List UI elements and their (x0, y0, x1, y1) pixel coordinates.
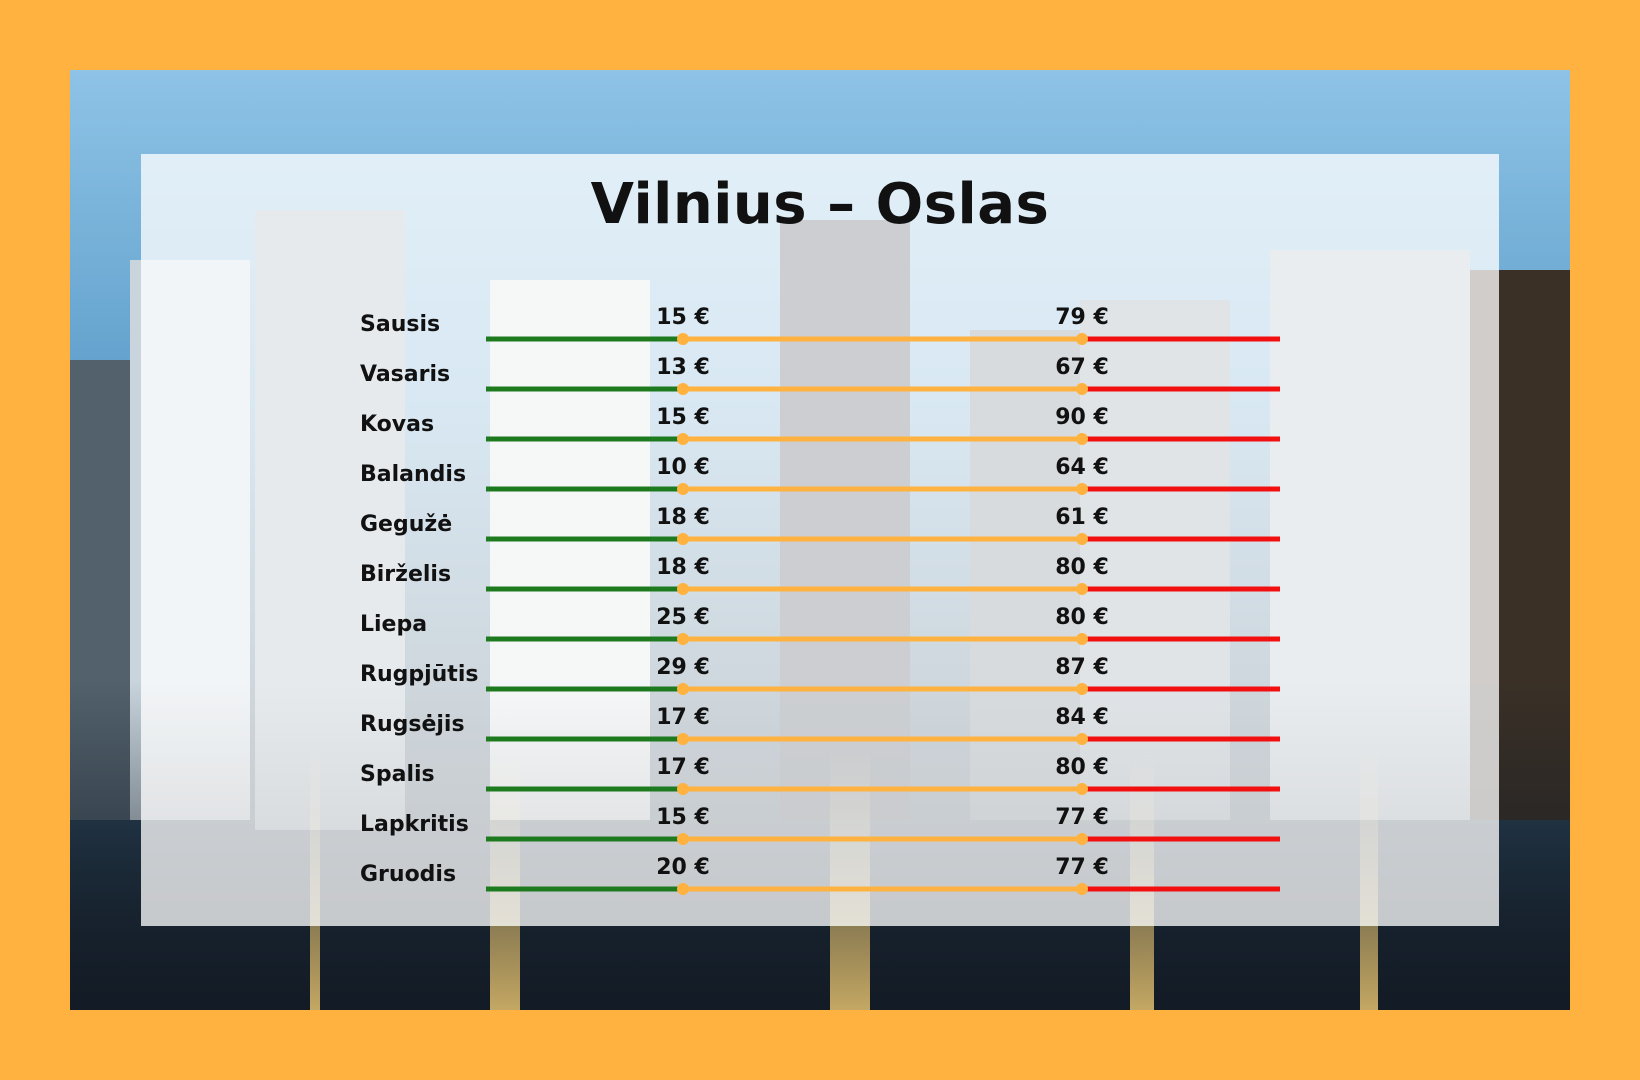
min-price-label: 13 € (656, 355, 710, 380)
min-price-marker (677, 883, 689, 895)
month-label: Vasaris (360, 362, 450, 387)
min-price-label: 15 € (656, 805, 710, 830)
min-price-label: 15 € (656, 405, 710, 430)
max-price-label: 67 € (1055, 355, 1109, 380)
min-price-marker (677, 833, 689, 845)
max-price-label: 77 € (1055, 855, 1109, 880)
max-price-marker (1076, 433, 1088, 445)
month-label: Balandis (360, 462, 466, 487)
month-label: Sausis (360, 312, 440, 337)
max-price-label: 90 € (1055, 405, 1109, 430)
month-label: Gegužė (360, 512, 452, 537)
min-price-marker (677, 433, 689, 445)
max-price-marker (1076, 783, 1088, 795)
min-price-label: 20 € (656, 855, 710, 880)
min-price-marker (677, 533, 689, 545)
min-price-marker (677, 783, 689, 795)
max-price-marker (1076, 683, 1088, 695)
max-price-marker (1076, 533, 1088, 545)
max-price-label: 87 € (1055, 655, 1109, 680)
max-price-marker (1076, 883, 1088, 895)
min-price-label: 10 € (656, 455, 710, 480)
min-price-marker (677, 583, 689, 595)
max-price-label: 84 € (1055, 705, 1109, 730)
month-label: Liepa (360, 612, 427, 637)
max-price-label: 61 € (1055, 505, 1109, 530)
min-price-marker (677, 383, 689, 395)
min-price-label: 18 € (656, 555, 710, 580)
max-price-marker (1076, 633, 1088, 645)
max-price-marker (1076, 483, 1088, 495)
max-price-label: 80 € (1055, 555, 1109, 580)
month-label: Kovas (360, 412, 434, 437)
max-price-marker (1076, 333, 1088, 345)
min-price-label: 17 € (656, 755, 710, 780)
month-label: Birželis (360, 562, 451, 587)
max-price-marker (1076, 583, 1088, 595)
min-price-marker (677, 633, 689, 645)
min-price-marker (677, 483, 689, 495)
max-price-label: 77 € (1055, 805, 1109, 830)
min-price-label: 17 € (656, 705, 710, 730)
month-label: Rugsėjis (360, 712, 465, 737)
max-price-label: 64 € (1055, 455, 1109, 480)
month-label: Rugpjūtis (360, 662, 478, 687)
max-price-marker (1076, 733, 1088, 745)
month-label: Lapkritis (360, 812, 469, 837)
max-price-label: 79 € (1055, 305, 1109, 330)
max-price-label: 80 € (1055, 605, 1109, 630)
min-price-marker (677, 333, 689, 345)
min-price-marker (677, 733, 689, 745)
min-price-label: 29 € (656, 655, 710, 680)
max-price-label: 80 € (1055, 755, 1109, 780)
month-label: Spalis (360, 762, 435, 787)
min-price-label: 18 € (656, 505, 710, 530)
month-label: Gruodis (360, 862, 456, 887)
min-price-label: 25 € (656, 605, 710, 630)
min-price-label: 15 € (656, 305, 710, 330)
max-price-marker (1076, 833, 1088, 845)
chart-title: Vilnius – Oslas (590, 172, 1050, 237)
min-price-marker (677, 683, 689, 695)
max-price-marker (1076, 383, 1088, 395)
